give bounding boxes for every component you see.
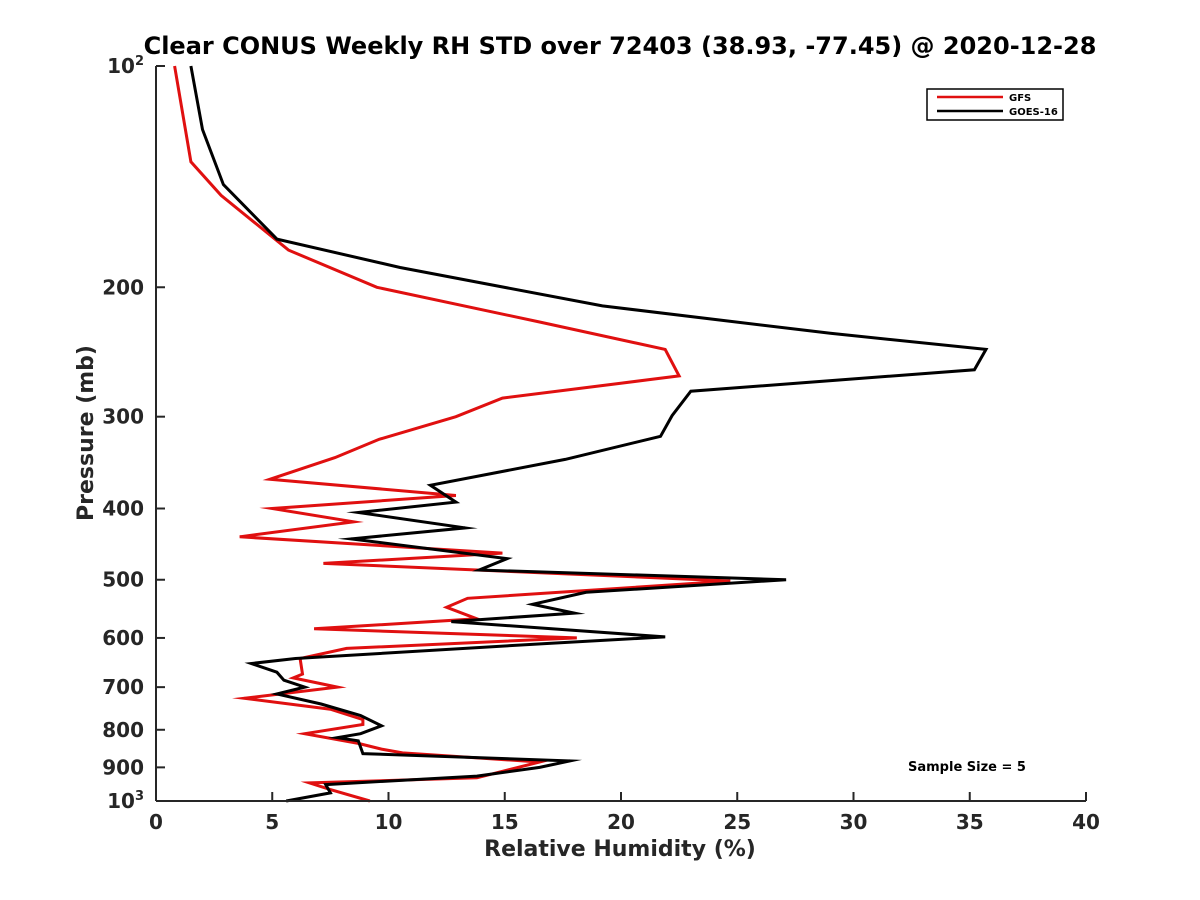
y-tick-label: 103	[107, 789, 144, 813]
y-tick-label: 700	[102, 675, 144, 699]
y-tick-label: 800	[102, 718, 144, 742]
x-tick-label: 25	[723, 810, 751, 834]
series-line-goes-16	[189, 65, 989, 803]
x-tick-label: 40	[1072, 810, 1100, 834]
chart-title: Clear CONUS Weekly RH STD over 72403 (38…	[144, 32, 1097, 60]
x-tick-label: 5	[265, 810, 279, 834]
y-tick-label: 400	[102, 497, 144, 521]
legend: GFS GOES-16	[926, 88, 1064, 121]
y-tick-label: 500	[102, 568, 144, 592]
x-tick-label: 15	[491, 810, 519, 834]
series-lines	[173, 65, 989, 803]
legend-label: GOES-16	[1009, 107, 1058, 118]
x-tick-label: 35	[956, 810, 984, 834]
legend-label: GFS	[1009, 93, 1031, 104]
y-tick-label: 600	[102, 626, 144, 650]
x-tick-label: 30	[840, 810, 868, 834]
y-tick-label: 300	[102, 405, 144, 429]
y-tick-label: 102	[107, 54, 144, 78]
x-tick-label: 10	[375, 810, 403, 834]
y-axis-label: Pressure (mb)	[74, 345, 99, 521]
legend-box	[926, 88, 1064, 121]
x-axis-label: Relative Humidity (%)	[484, 837, 756, 862]
x-tick-label: 20	[607, 810, 635, 834]
sample-size-annotation: Sample Size = 5	[908, 760, 1026, 775]
x-tick-label: 0	[149, 810, 163, 834]
y-tick-label: 200	[102, 275, 144, 299]
axes: 0 5 10 15 20 25 30 35 40 102 200 300 400 500 600 700 800…	[102, 54, 1100, 834]
y-tick-label: 900	[102, 755, 144, 779]
